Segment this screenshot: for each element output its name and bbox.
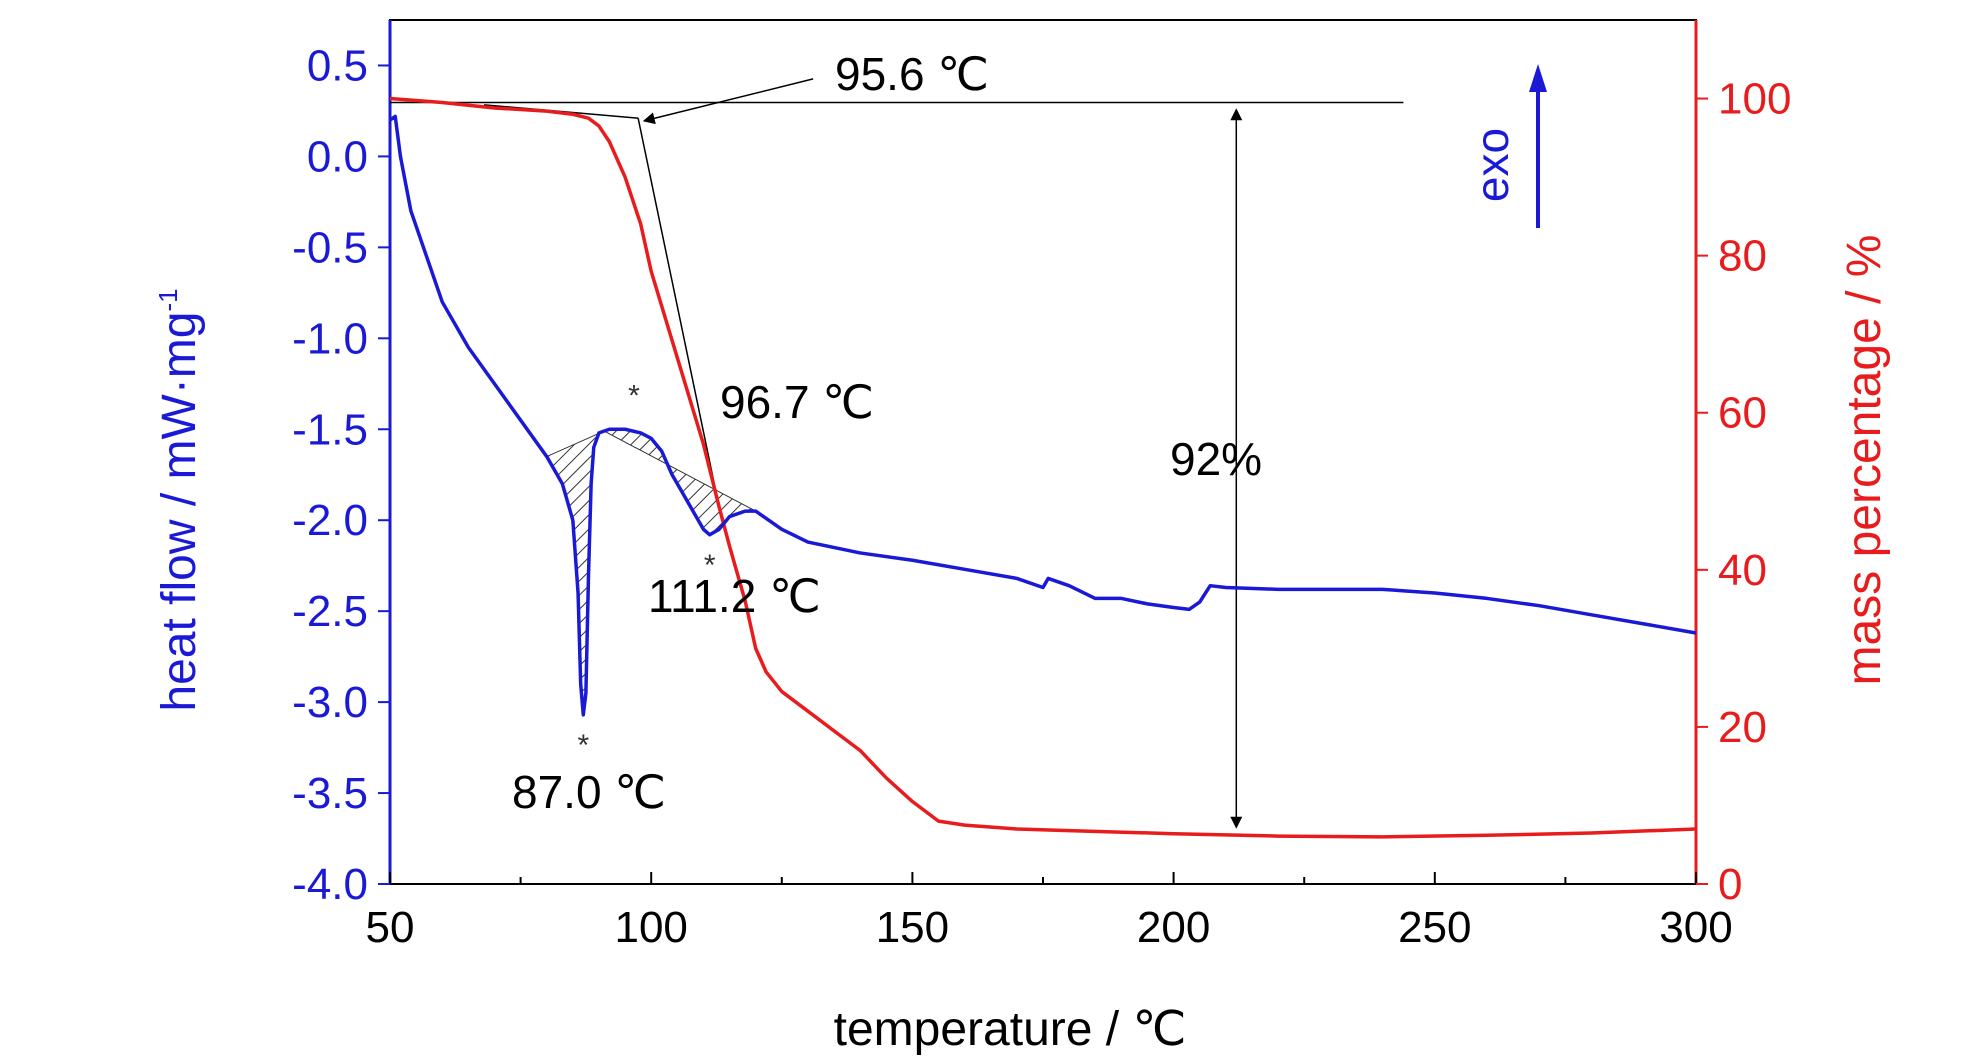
annotation-peak3: 111.2 ℃ xyxy=(648,570,821,622)
y-left-tick-label: -2.5 xyxy=(292,587,368,636)
y-right-tick-labels: 100 80 60 40 20 0 xyxy=(1718,75,1791,909)
y-right-tick-label: 100 xyxy=(1718,75,1791,124)
annotation-peak1: 87.0 ℃ xyxy=(512,766,666,818)
x-tick-label: 100 xyxy=(614,903,687,952)
y-left-axis-title: heat flow / mW·mg-1 xyxy=(153,288,206,711)
y-left-tick-label: -0.5 xyxy=(292,223,368,272)
y-left-tick-label: -3.5 xyxy=(292,769,368,818)
tick-marks xyxy=(378,64,1708,885)
y-left-tick-label: 0.0 xyxy=(307,132,368,181)
tangent-line xyxy=(637,118,720,508)
y-left-axis-title-sup: -1 xyxy=(153,288,183,311)
y-right-axis-title: mass percentage / % xyxy=(1838,235,1891,686)
x-tick-label: 150 xyxy=(876,903,949,952)
annotation-peak2: 96.7 ℃ xyxy=(720,376,874,428)
annotation-exo: exo xyxy=(1466,128,1518,202)
series-line-mass xyxy=(389,96,1697,839)
y-right-tick-label: 60 xyxy=(1718,389,1767,438)
x-tick-label: 250 xyxy=(1398,903,1471,952)
y-left-axis-title-main: heat flow / mW·mg xyxy=(153,312,206,712)
peak-marker: * xyxy=(577,729,589,762)
series-group xyxy=(388,96,1697,839)
y-left-tick-label: -4.0 xyxy=(292,860,368,909)
peak-marker: * xyxy=(628,379,640,412)
y-right-tick-label: 80 xyxy=(1718,232,1767,281)
x-axis-title: temperature / ℃ xyxy=(834,1003,1187,1056)
peak-marker: * xyxy=(704,549,716,582)
x-tick-label: 200 xyxy=(1137,903,1210,952)
x-tick-label: 50 xyxy=(366,903,415,952)
hatch-peak2-3 xyxy=(602,428,756,535)
y-right-tick-label: 40 xyxy=(1718,546,1767,595)
exo-arrowhead xyxy=(1529,64,1547,92)
y-left-tick-label: -1.0 xyxy=(292,314,368,363)
y-right-tick-label: 20 xyxy=(1718,703,1767,752)
y-right-tick-label: 0 xyxy=(1718,860,1742,909)
annotation-onset: 95.6 ℃ xyxy=(835,48,989,100)
x-tick-labels: 50 100 150 200 250 300 xyxy=(366,903,1733,952)
y-left-tick-label: 0.5 xyxy=(307,41,368,90)
annotation-mass-loss: 92% xyxy=(1170,433,1262,485)
onset-arrow xyxy=(642,78,814,125)
y-left-tick-label: -3.0 xyxy=(292,678,368,727)
y-left-tick-label: -2.0 xyxy=(292,496,368,545)
annotations: 95.6 ℃ 96.7 ℃ 111.2 ℃ 87.0 ℃ 92% exo * * * xyxy=(512,48,1547,818)
y-left-tick-labels: 0.5 0.0 -0.5 -1.0 -1.5 -2.0 -2.5 -3.0 -3.5 -4.0 xyxy=(292,41,368,909)
x-tick-label: 300 xyxy=(1659,903,1732,952)
series-line-heat-flow xyxy=(388,114,1697,717)
y-left-tick-label: -1.5 xyxy=(292,405,368,454)
